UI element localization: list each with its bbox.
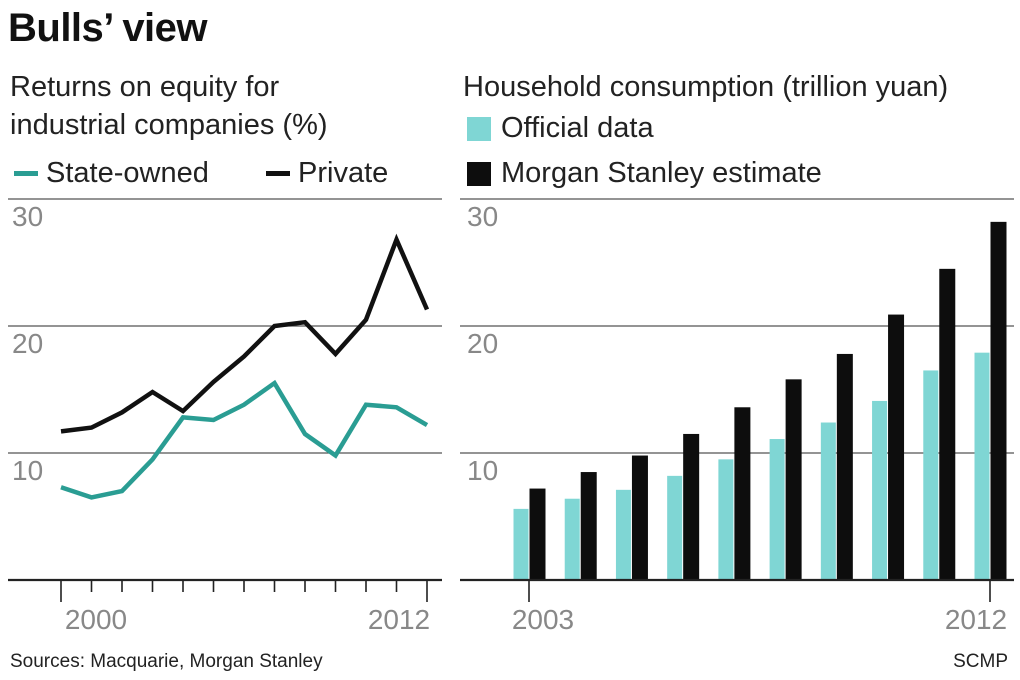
bar-official-2008 bbox=[769, 439, 785, 580]
estimate-swatch bbox=[467, 161, 491, 186]
sources-note: Sources: Macquarie, Morgan Stanley bbox=[10, 651, 323, 672]
bar-official-2009 bbox=[820, 422, 836, 580]
x-tick-label-last: 2012 bbox=[368, 604, 430, 635]
bar-official-2011 bbox=[923, 370, 939, 580]
bar-official-2012 bbox=[974, 352, 990, 580]
right-bar-chart: 10 20 30 2003 2012 bbox=[460, 198, 1014, 635]
legend-private: Private bbox=[266, 157, 388, 190]
private-line-swatch bbox=[266, 171, 290, 176]
official-swatch bbox=[467, 116, 491, 141]
y-tick-label-30: 30 bbox=[467, 201, 498, 232]
legend-state-owned: State-owned bbox=[14, 157, 209, 190]
bar-estimate-2010 bbox=[888, 314, 905, 580]
bar-official-2003 bbox=[513, 508, 529, 580]
right-subtitle: Household consumption (trillion yuan) bbox=[463, 71, 949, 103]
legend-private-label: Private bbox=[298, 157, 389, 189]
state-owned-line-swatch bbox=[14, 171, 38, 176]
x-tick-label-first: 2003 bbox=[512, 604, 574, 635]
legend-official-label: Official data bbox=[501, 112, 654, 144]
x-tick-label-first: 2000 bbox=[65, 604, 127, 635]
bar-official-2004 bbox=[564, 498, 580, 580]
legend-estimate: Morgan Stanley estimate bbox=[467, 157, 822, 190]
private-line bbox=[60, 233, 430, 434]
x-tick-label-last: 2012 bbox=[945, 604, 1007, 635]
credit-note: SCMP bbox=[953, 651, 1008, 672]
y-tick-label-20: 20 bbox=[467, 328, 498, 359]
left-subtitle-line2: industrial companies (%) bbox=[10, 109, 328, 141]
bar-official-2010 bbox=[872, 400, 888, 580]
bar-official-2006 bbox=[667, 475, 683, 580]
y-tick-label-30: 30 bbox=[12, 201, 43, 232]
bar-estimate-2009 bbox=[836, 353, 853, 580]
bar-estimate-2011 bbox=[939, 268, 956, 580]
bar-official-2005 bbox=[615, 489, 631, 580]
left-line-chart: 10 20 30 2000 2012 bbox=[8, 198, 442, 635]
bar-estimate-2008 bbox=[785, 379, 802, 580]
y-tick-label-10: 10 bbox=[467, 455, 498, 486]
state-owned-line bbox=[60, 379, 429, 500]
bar-estimate-2007 bbox=[734, 407, 751, 580]
y-tick-label-10: 10 bbox=[12, 455, 43, 486]
bar-estimate-2003 bbox=[529, 488, 546, 580]
bar-official-2007 bbox=[718, 459, 734, 580]
bar-estimate-2006 bbox=[683, 433, 700, 580]
left-subtitle-line1: Returns on equity for bbox=[10, 71, 280, 103]
legend-estimate-label: Morgan Stanley estimate bbox=[501, 157, 822, 189]
bar-estimate-2005 bbox=[631, 455, 648, 580]
bar-estimate-2012 bbox=[990, 221, 1007, 581]
chart-title: Bulls’ view bbox=[8, 6, 208, 50]
y-tick-label-20: 20 bbox=[12, 328, 43, 359]
legend-official: Official data bbox=[467, 112, 654, 145]
bar-estimate-2004 bbox=[580, 472, 597, 580]
legend-state-owned-label: State-owned bbox=[46, 157, 209, 189]
